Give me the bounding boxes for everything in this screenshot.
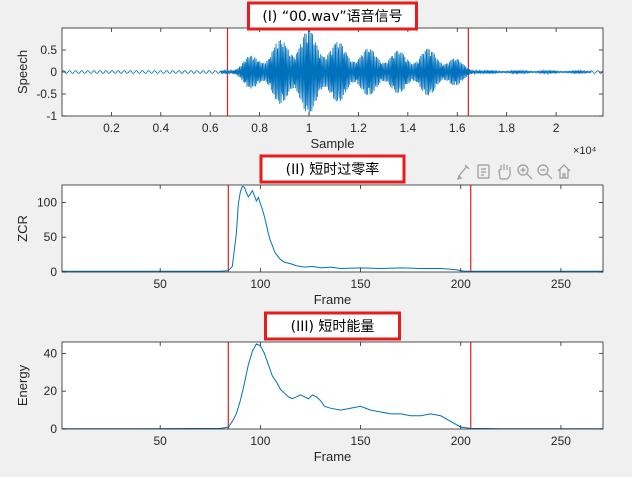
x-tick-label: 100 — [250, 434, 270, 448]
brush-icon[interactable] — [457, 164, 470, 180]
x-exponent-label: ×10⁴ — [573, 145, 597, 157]
y-axis-label: Speech — [15, 50, 30, 94]
x-tick-label: 0.8 — [251, 121, 268, 135]
zoom-in-icon[interactable] — [517, 164, 533, 180]
y-tick-label: 0 — [50, 265, 57, 279]
chart-title: (I) “00.wav”语音信号 — [262, 8, 402, 25]
plot-area — [62, 342, 603, 429]
x-axis-label: Sample — [310, 136, 354, 151]
axes-box — [61, 341, 604, 430]
x-tick-label: 0.2 — [103, 121, 120, 135]
y-axis-label: ZCR — [15, 215, 30, 242]
speech-signal-plot: 0.2 0.4 0.6 0.8 1 1.2 1.4 1.6 1.8 2 -1 -0.5 0 0.5 Sam… — [15, 1, 604, 157]
plot-area — [62, 185, 603, 272]
x-tick-label: 200 — [451, 277, 471, 291]
x-tick-label: 250 — [551, 277, 571, 291]
x-tick-label: 2 — [553, 121, 560, 135]
x-tick-label: 150 — [351, 277, 371, 291]
x-axis-label: Frame — [314, 449, 352, 464]
chart-title: (III) 短时能量 — [291, 319, 375, 335]
title-box — [259, 154, 406, 184]
x-tick-label: 1.4 — [400, 121, 417, 135]
title-box — [247, 1, 418, 31]
data-cursor-icon[interactable] — [477, 164, 490, 179]
series-line-0 — [62, 30, 603, 115]
short-time-energy-plot: 50 100 150 200 250 0 20 40 Frame Energy (III) 短… — [15, 311, 604, 464]
y-tick-label: 0 — [50, 422, 57, 436]
zoom-out-icon[interactable] — [537, 164, 553, 180]
home-icon[interactable] — [557, 164, 571, 179]
x-tick-label: 0.4 — [152, 121, 169, 135]
y-tick-label: 0 — [50, 65, 57, 79]
x-tick-label: 100 — [250, 277, 270, 291]
zero-crossing-rate-plot: 50 100 150 200 250 0 50 100 Frame ZCR (II) 短时过零… — [15, 154, 604, 307]
x-tick-label: 1.8 — [498, 121, 515, 135]
axes-box — [61, 184, 604, 273]
x-tick-label: 0.6 — [202, 121, 219, 135]
x-tick-label: 1.2 — [350, 121, 367, 135]
y-tick-label: 50 — [44, 230, 58, 244]
y-tick-label: -1 — [46, 109, 57, 123]
x-axis-label: Frame — [314, 292, 352, 307]
y-tick-label: 0.5 — [40, 43, 57, 57]
x-tick-label: 50 — [154, 277, 168, 291]
pan-hand-icon[interactable] — [498, 164, 511, 180]
x-tick-label: 200 — [451, 434, 471, 448]
y-axis-label: Energy — [15, 364, 30, 406]
chart-title: (II) 短时过零率 — [286, 161, 380, 178]
x-tick-label: 1 — [306, 121, 313, 135]
series-line-0 — [62, 343, 603, 429]
axes-toolbar — [457, 164, 571, 180]
y-tick-label: 100 — [37, 195, 57, 209]
y-tick-label: -0.5 — [36, 87, 57, 101]
series-line-0 — [62, 185, 603, 272]
x-tick-label: 250 — [551, 434, 571, 448]
y-tick-label: 40 — [44, 346, 58, 360]
x-tick-label: 50 — [154, 434, 168, 448]
x-tick-label: 150 — [351, 434, 371, 448]
x-tick-label: 1.6 — [449, 121, 466, 135]
y-tick-label: 20 — [44, 384, 58, 398]
title-box — [264, 311, 401, 341]
